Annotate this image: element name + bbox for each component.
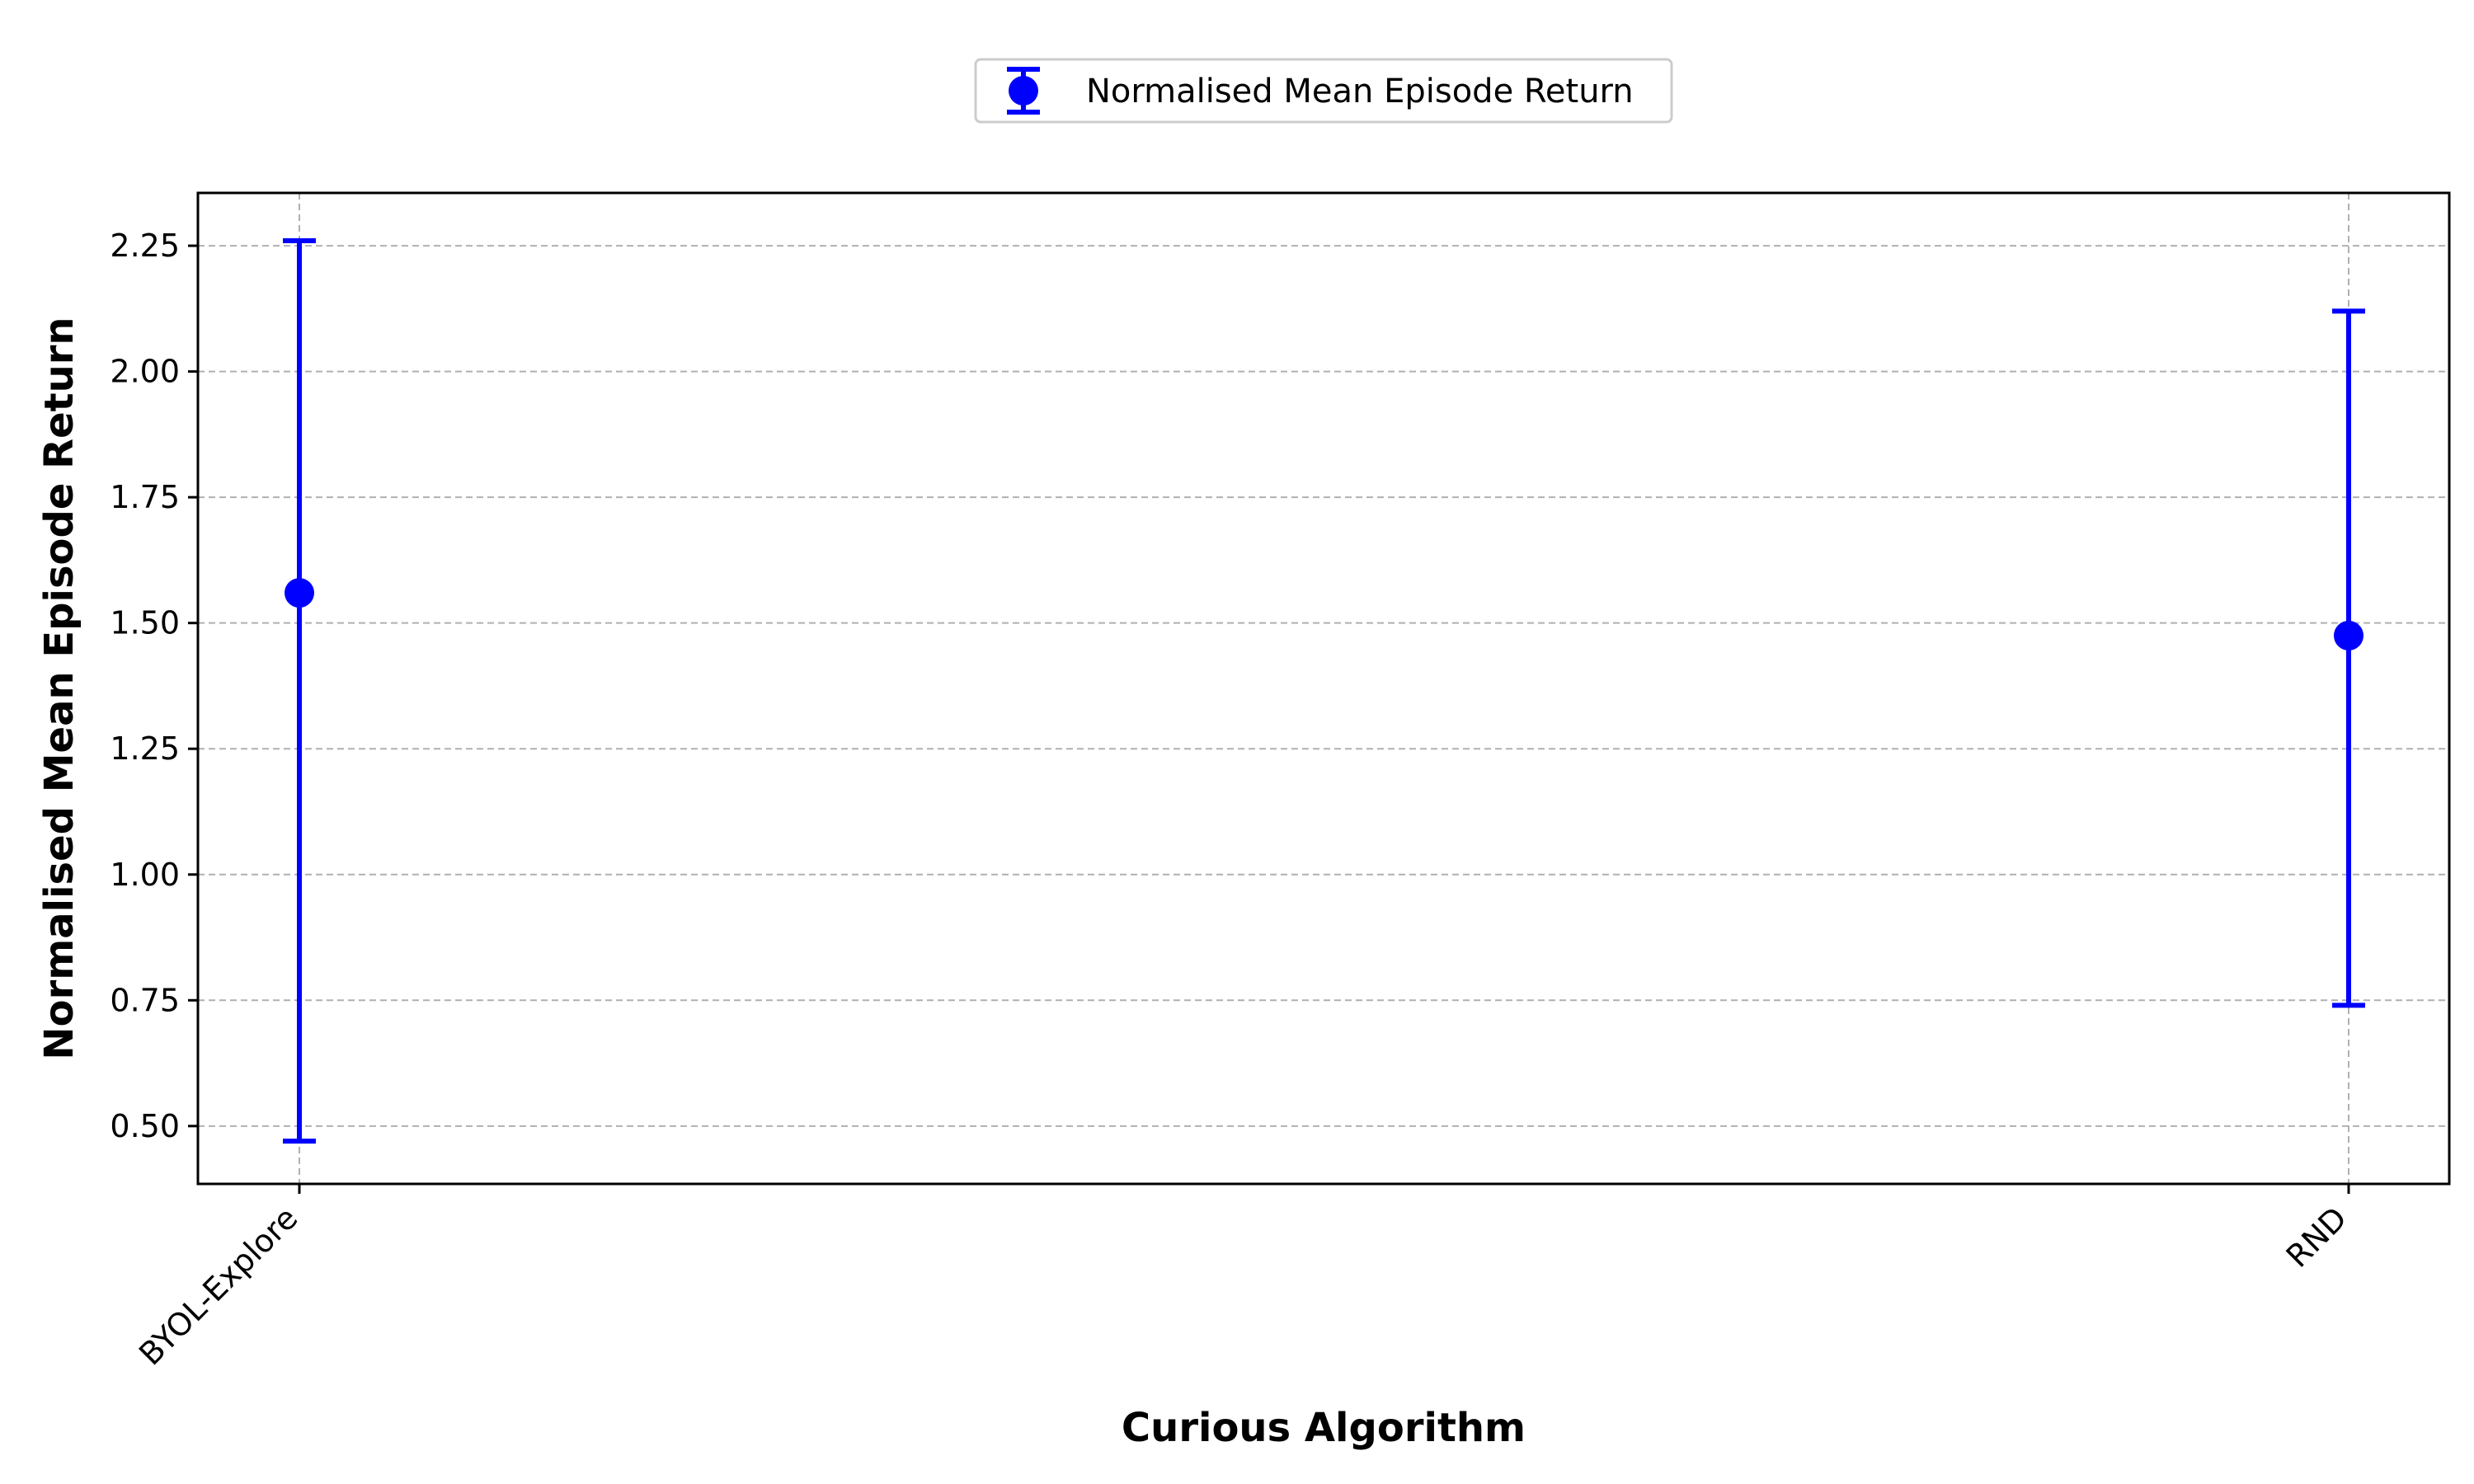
y-tick-label: 1.75 [110,479,180,515]
y-tick-label: 0.50 [110,1108,180,1144]
x-axis-label: Curious Algorithm [1122,1405,1526,1451]
legend: Normalised Mean Episode Return [974,58,1673,124]
legend-frame [974,58,1673,124]
data-point [2334,620,2363,650]
series-layer [283,237,2365,1144]
legend-point [1009,76,1038,106]
legend-label: Normalised Mean Episode Return [1086,73,1634,110]
y-tick-label: 1.00 [110,857,180,893]
legend-marker [1007,67,1040,115]
x-tick-label: BYOL-Explore [132,1200,304,1372]
y-tick-label: 1.25 [110,730,180,767]
x-tick-label: RND [2279,1200,2354,1275]
y-tick-label: 1.50 [110,605,180,641]
y-tick-label: 0.75 [110,982,180,1018]
grid-layer [198,193,2449,1184]
x-axis-ticks: BYOL-Explore RND [132,1184,2354,1372]
y-tick-label: 2.00 [110,354,180,390]
y-tick-label: 2.25 [110,228,180,264]
y-axis-ticks: 0.50 0.75 1.00 1.25 1.50 1.75 2.00 2.25 [110,228,198,1144]
data-point [285,578,314,608]
y-axis-label: Normalised Mean Episode Return [36,317,82,1059]
plot-frame [196,191,2451,1186]
